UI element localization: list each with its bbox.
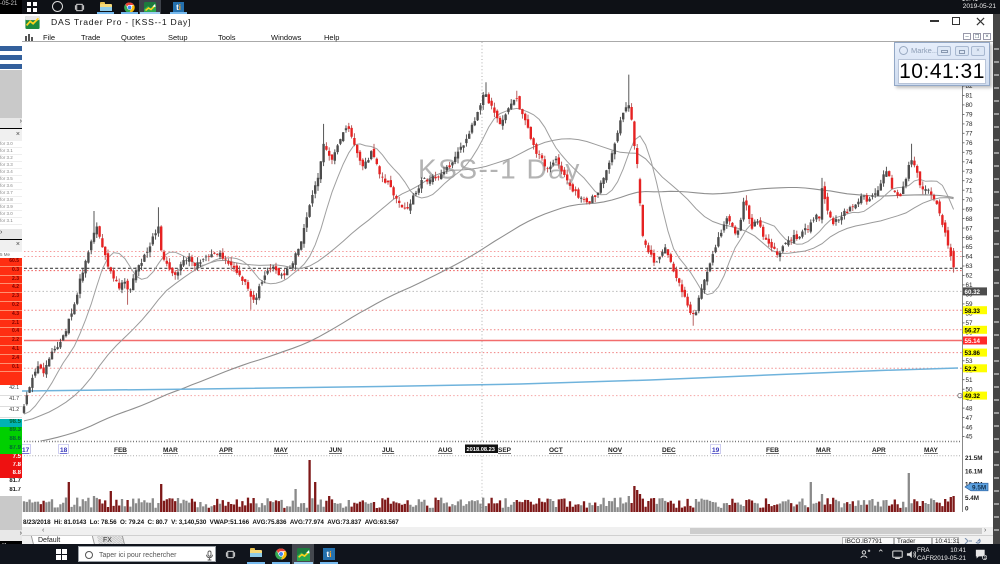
svg-text:45: 45 (966, 434, 974, 441)
svg-text:MAR: MAR (816, 447, 831, 454)
svg-text:79: 79 (966, 112, 974, 119)
svg-text:51: 51 (966, 377, 974, 384)
svg-text:77: 77 (966, 131, 974, 138)
svg-text:48: 48 (966, 405, 974, 412)
svg-text:49.32: 49.32 (965, 393, 981, 400)
svg-text:67: 67 (966, 225, 974, 232)
svg-text:57: 57 (966, 320, 974, 327)
svg-text:SEP: SEP (498, 447, 512, 454)
svg-text:16.1M: 16.1M (965, 469, 983, 476)
svg-text:66: 66 (966, 235, 974, 242)
svg-text:73: 73 (966, 168, 974, 175)
svg-text:46: 46 (966, 424, 974, 431)
svg-text:MAR: MAR (163, 447, 178, 454)
svg-text:68: 68 (966, 216, 974, 223)
svg-text:65: 65 (966, 244, 974, 251)
svg-text:JUN: JUN (329, 447, 342, 454)
svg-text:19: 19 (712, 447, 720, 454)
svg-text:5.4M: 5.4M (965, 495, 979, 502)
svg-text:53: 53 (966, 358, 974, 365)
svg-text:17: 17 (22, 447, 30, 454)
svg-text:62: 62 (966, 273, 974, 280)
svg-text:FEB: FEB (766, 447, 779, 454)
svg-text:81: 81 (966, 93, 974, 100)
svg-text:53.86: 53.86 (965, 350, 981, 357)
svg-text:58.33: 58.33 (965, 308, 981, 315)
svg-text:60.32: 60.32 (965, 289, 981, 296)
svg-text:82: 82 (966, 83, 974, 90)
svg-text:47: 47 (966, 415, 974, 422)
svg-text:78: 78 (966, 121, 974, 128)
svg-text:80: 80 (966, 102, 974, 109)
svg-text:21.5M: 21.5M (965, 455, 983, 462)
svg-text:71: 71 (966, 187, 974, 194)
svg-text:2018.08.23: 2018.08.23 (467, 447, 495, 453)
svg-text:APR: APR (872, 447, 886, 454)
svg-text:0: 0 (965, 506, 969, 513)
svg-text:8/23/2018 Hi: 81.0143 Lo: 78: 8/23/2018 Hi: 81.0143 Lo: 78.56 O: 79.24… (23, 519, 399, 526)
svg-text:63: 63 (966, 263, 974, 270)
svg-text:NOV: NOV (608, 447, 623, 454)
svg-text:JUL: JUL (382, 447, 394, 454)
svg-text:72: 72 (966, 178, 974, 185)
svg-text:APR: APR (219, 447, 233, 454)
svg-text:AUG: AUG (438, 447, 452, 454)
svg-text:18: 18 (60, 447, 68, 454)
svg-text:52.2: 52.2 (965, 366, 978, 373)
svg-text:MAY: MAY (274, 447, 289, 454)
svg-text:FEB: FEB (114, 447, 127, 454)
svg-text:64: 64 (966, 254, 974, 261)
svg-text:DEC: DEC (662, 447, 676, 454)
svg-text:75: 75 (966, 150, 974, 157)
svg-text:MAY: MAY (924, 447, 939, 454)
svg-text:9.5M: 9.5M (972, 484, 986, 491)
svg-text:KSS--1 Day: KSS--1 Day (418, 154, 581, 185)
svg-text:56.27: 56.27 (965, 327, 981, 334)
svg-text:OCT: OCT (549, 447, 563, 454)
svg-text:55.14: 55.14 (965, 338, 981, 345)
svg-text:69: 69 (966, 206, 974, 213)
svg-text:50: 50 (966, 386, 974, 393)
svg-text:76: 76 (966, 140, 974, 147)
svg-text:74: 74 (966, 159, 974, 166)
svg-text:61: 61 (966, 282, 974, 289)
svg-text:1: 1 (984, 555, 987, 560)
svg-text:70: 70 (966, 197, 974, 204)
svg-text:59: 59 (966, 301, 974, 308)
